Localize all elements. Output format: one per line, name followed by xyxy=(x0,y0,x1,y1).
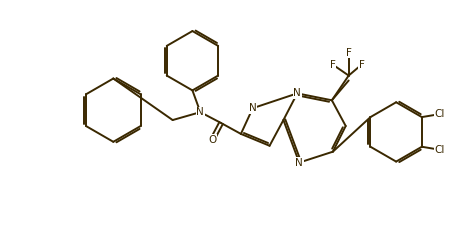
Text: N: N xyxy=(293,88,301,98)
Text: F: F xyxy=(346,48,352,58)
Text: F: F xyxy=(359,60,365,70)
Text: N: N xyxy=(295,158,303,168)
Text: N: N xyxy=(249,103,256,113)
Text: F: F xyxy=(330,60,336,70)
Text: O: O xyxy=(208,135,216,145)
Text: Cl: Cl xyxy=(434,145,445,155)
Text: Cl: Cl xyxy=(434,109,445,119)
Text: N: N xyxy=(196,107,204,117)
